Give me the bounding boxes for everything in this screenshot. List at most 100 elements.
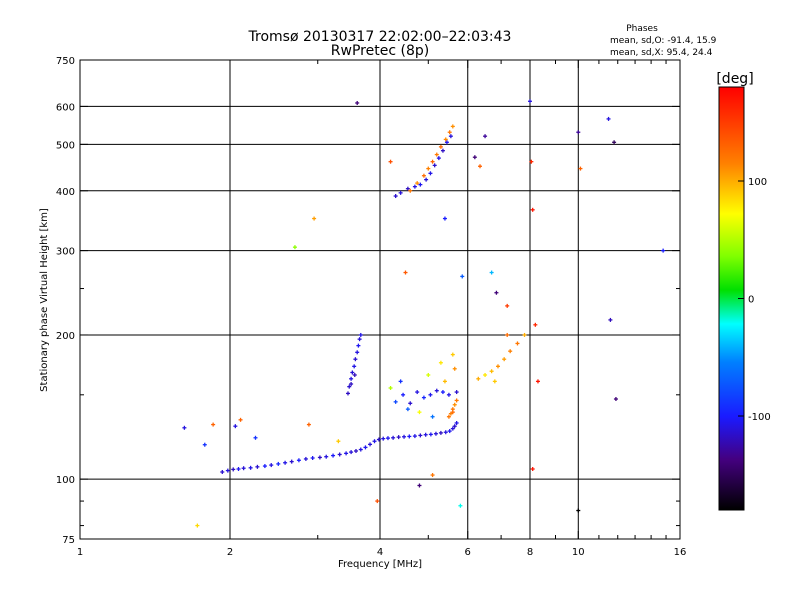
data-point <box>528 99 532 104</box>
data-point <box>415 390 420 395</box>
data-point <box>434 152 439 157</box>
data-point <box>349 376 354 381</box>
data-point <box>440 148 445 153</box>
data-point <box>391 435 396 440</box>
data-point <box>489 369 494 374</box>
data-point <box>375 499 380 504</box>
data-point <box>211 422 216 427</box>
data-point <box>443 137 448 142</box>
data-point <box>505 332 510 337</box>
data-point <box>428 392 433 397</box>
data-point <box>418 433 423 438</box>
data-point <box>336 439 341 444</box>
x-axis-label: Frequency [MHz] <box>338 559 422 570</box>
data-point <box>492 379 497 384</box>
data-point <box>357 337 362 342</box>
data-point <box>182 425 187 430</box>
colorbar-label: [deg] <box>716 71 753 87</box>
data-point <box>447 130 452 135</box>
data-point <box>426 166 431 171</box>
y-tick-label: 200 <box>56 331 75 342</box>
data-point <box>530 467 535 472</box>
data-point <box>296 458 301 463</box>
data-point <box>405 186 410 191</box>
data-point <box>233 424 238 429</box>
data-point <box>412 434 417 439</box>
data-point <box>289 459 294 464</box>
data-point <box>393 399 398 404</box>
data-point <box>447 429 452 434</box>
y-tick-label: 300 <box>56 247 75 258</box>
data-point <box>460 274 465 279</box>
data-point <box>381 436 386 441</box>
data-point <box>363 445 368 450</box>
data-point <box>440 390 445 395</box>
data-point <box>433 431 438 436</box>
data-point <box>454 390 459 395</box>
data-point <box>220 469 225 474</box>
data-point <box>458 503 463 508</box>
data-point <box>423 432 428 437</box>
data-point <box>347 384 352 389</box>
data-point <box>398 190 403 195</box>
data-point <box>428 432 433 437</box>
y-tick-label: 400 <box>56 187 75 198</box>
data-point <box>438 144 443 149</box>
data-point <box>262 464 267 469</box>
data-point <box>443 430 448 435</box>
data-point <box>324 454 329 459</box>
data-point <box>452 366 457 371</box>
data-point <box>430 159 435 164</box>
data-point <box>483 372 488 377</box>
data-point <box>446 392 451 397</box>
data-point <box>454 420 459 425</box>
colorbar-tick-label: 100 <box>748 177 767 188</box>
data-point <box>241 466 246 471</box>
data-point <box>344 451 349 456</box>
data-point <box>312 216 317 221</box>
data-point <box>502 357 507 362</box>
chart-subtitle: RwPretec (8p) <box>331 43 429 59</box>
data-point <box>356 343 361 348</box>
colorbar-tick-label: 0 <box>748 295 754 306</box>
data-point <box>368 442 373 447</box>
data-point <box>388 159 393 164</box>
data-point <box>412 184 417 189</box>
colorbar-tick-label: -100 <box>748 412 771 423</box>
data-point <box>430 414 435 419</box>
data-point <box>372 439 377 444</box>
data-point <box>608 317 613 322</box>
data-point <box>350 370 355 375</box>
data-point <box>576 508 581 513</box>
data-point <box>349 450 354 455</box>
data-point <box>417 483 422 488</box>
data-point <box>408 188 413 193</box>
grid <box>80 60 680 539</box>
data-point <box>576 130 581 135</box>
data-point <box>353 448 358 453</box>
y-tick-label: 600 <box>56 102 75 113</box>
data-point <box>292 245 297 250</box>
data-point <box>446 414 451 419</box>
data-point <box>345 391 350 396</box>
data-point <box>231 467 236 472</box>
data-point <box>398 379 403 384</box>
data-point <box>434 388 439 393</box>
x-tick-label: 8 <box>527 547 533 558</box>
data-point <box>606 116 611 121</box>
data-point <box>403 270 408 275</box>
data-point <box>283 460 288 465</box>
data-point <box>202 442 207 447</box>
data-point <box>248 465 253 470</box>
x-tick-label: 6 <box>465 547 471 558</box>
data-point <box>522 332 527 337</box>
data-point <box>529 159 534 164</box>
data-point <box>352 364 357 369</box>
data-point <box>530 207 535 212</box>
data-point <box>450 410 455 415</box>
data-point <box>613 397 618 402</box>
data-point <box>515 341 520 346</box>
x-tick-label: 16 <box>674 547 687 558</box>
x-tick-label: 10 <box>572 547 585 558</box>
